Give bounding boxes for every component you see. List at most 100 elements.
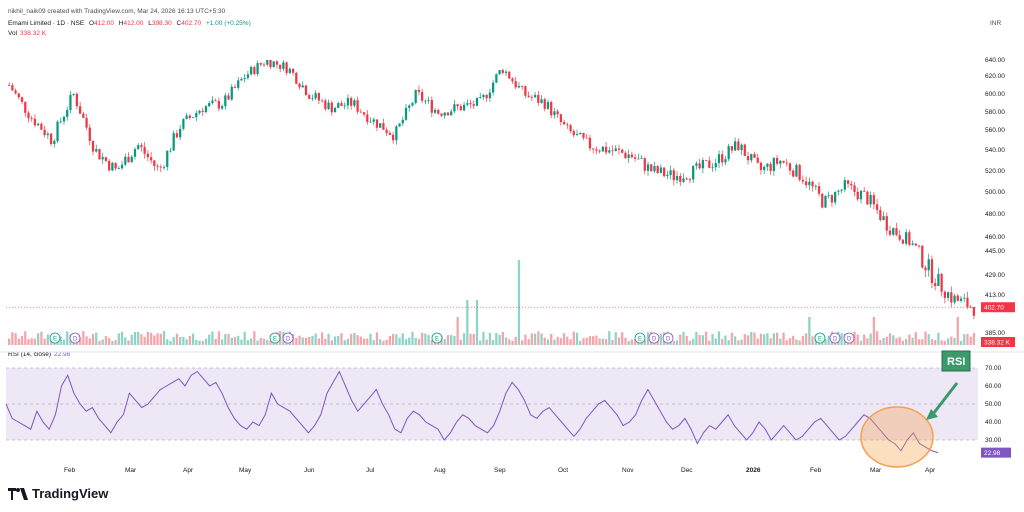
volume-bar (195, 339, 198, 345)
volume-bar (914, 332, 917, 345)
candle-body (208, 103, 211, 107)
candle-body (875, 204, 879, 211)
candle-body (366, 114, 369, 122)
candle-body (885, 216, 888, 231)
volume-bar (679, 334, 682, 345)
candle-body (850, 183, 853, 186)
volume-bar (443, 339, 446, 345)
candle-body (411, 102, 414, 106)
candle-body (734, 141, 737, 151)
volume-bar (585, 337, 588, 345)
last-price-badge (981, 302, 1015, 313)
volume-bar (556, 336, 559, 345)
volume-bar (492, 340, 495, 345)
candle-body (675, 176, 679, 181)
rsi-line (5, 370, 939, 454)
volume-bar (488, 332, 492, 345)
candle-body (320, 100, 324, 102)
candle-body (385, 129, 388, 133)
candle-body (766, 163, 769, 167)
candle-body (724, 159, 727, 163)
candle-body (256, 63, 259, 75)
volume-bar (317, 338, 321, 345)
candle-body (285, 62, 288, 73)
candle-body (133, 149, 137, 157)
candle-body (569, 125, 572, 132)
candle-body (953, 295, 956, 303)
volume-bar (330, 340, 333, 345)
candle-body (346, 98, 350, 106)
volume-bar (963, 334, 966, 345)
candle-body (785, 162, 788, 164)
candle-body (172, 133, 175, 151)
candle-body (759, 162, 763, 171)
volume-bar (369, 333, 372, 345)
volume-bar (127, 340, 130, 345)
candle-body (869, 195, 872, 205)
volume-bar (395, 334, 398, 345)
candle-body (659, 167, 663, 173)
candle-body (775, 157, 779, 164)
candle-body (959, 298, 963, 301)
candle-body (462, 104, 466, 111)
volume-bar (966, 334, 969, 345)
candle-body (856, 191, 859, 200)
candle-body (611, 150, 614, 152)
dividend-marker-label: D (286, 337, 291, 343)
volume-bar (8, 338, 11, 345)
candle-body (708, 160, 711, 168)
volume-bar (946, 338, 950, 345)
candle-body (421, 91, 424, 101)
candle-body (124, 156, 127, 165)
volume-bar (546, 339, 550, 345)
candle-body (917, 245, 921, 247)
tradingview-logo[interactable]: TradingView (8, 486, 108, 501)
candle-body (343, 105, 346, 107)
volume-bar (327, 333, 330, 345)
candle-body (488, 92, 492, 99)
candle-body (517, 86, 521, 88)
candle-body (969, 306, 972, 308)
volume-bar (479, 340, 482, 345)
candle-body (350, 98, 353, 106)
volume-bar (456, 317, 459, 345)
candle-body (508, 71, 511, 79)
volume-bar (82, 331, 85, 345)
candle-body (91, 141, 95, 152)
candle-body (782, 160, 785, 163)
candle-body (169, 150, 172, 152)
candle-body (188, 115, 191, 118)
candle-body (901, 239, 905, 244)
candle-body (582, 132, 585, 138)
volume-bar (801, 335, 805, 345)
candle-body (14, 90, 17, 94)
candle-body (801, 179, 805, 182)
volume-bar (753, 332, 756, 345)
candle-body (621, 149, 624, 153)
candle-body (769, 163, 772, 171)
candle-body (788, 163, 792, 171)
volume-bar (769, 338, 772, 345)
candle-body (682, 178, 685, 182)
volume-bar (101, 339, 104, 345)
candle-body (49, 133, 53, 145)
candle-body (427, 99, 430, 101)
volume-bar (304, 337, 308, 345)
candle-body (149, 157, 153, 161)
candle-body (56, 121, 59, 141)
earnings-marker-label: E (435, 337, 439, 343)
candle-body (72, 93, 75, 95)
candle-body (230, 86, 233, 100)
candle-body (572, 131, 575, 136)
candle-body (279, 64, 282, 69)
candle-body (69, 94, 72, 110)
candle-body (391, 134, 395, 141)
volume-bar (521, 340, 524, 345)
volume-bar (501, 331, 504, 345)
candle-body (756, 157, 759, 163)
candle-body (608, 150, 611, 153)
candle-body (104, 157, 108, 161)
candle-body (492, 82, 495, 93)
candle-body (872, 195, 876, 205)
